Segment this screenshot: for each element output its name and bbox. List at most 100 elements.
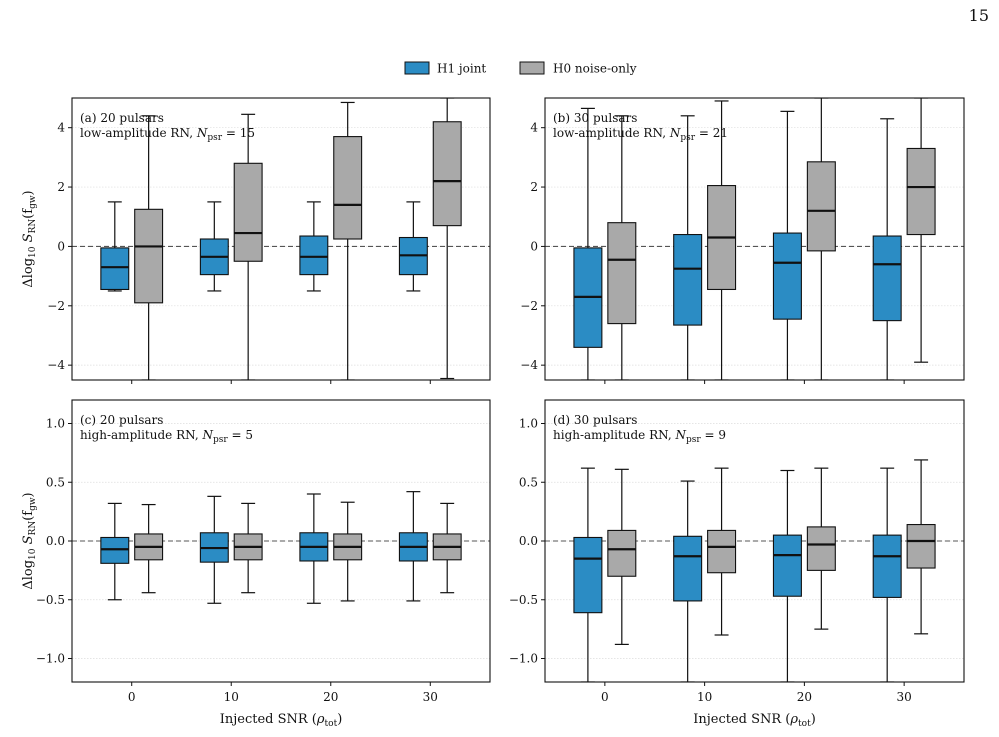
xlabel-rho: ρ bbox=[316, 712, 325, 727]
ylabel-S: S bbox=[21, 535, 36, 548]
box-iqr bbox=[906, 523, 936, 569]
y-tick-label: −2 bbox=[47, 299, 65, 313]
legend-label-h0: H0 noise-only bbox=[553, 62, 637, 76]
y-tick-label: −1.0 bbox=[509, 652, 538, 666]
boxes-group bbox=[573, 459, 936, 682]
x-tick-label: 20 bbox=[323, 690, 338, 704]
npsr-subscript: psr bbox=[680, 133, 695, 143]
panel-subtitle: low-amplitude RN, Npsr = 15 bbox=[80, 126, 255, 143]
box-iqr bbox=[100, 247, 130, 291]
npsr-symbol: N bbox=[674, 428, 686, 442]
y-tick-label: 0.5 bbox=[519, 475, 538, 489]
boxes-group bbox=[100, 491, 462, 604]
xlabel-close: ) bbox=[811, 712, 816, 727]
ylabel-delta-log: Δlog bbox=[21, 560, 36, 590]
panel-title: (b) 30 pulsars bbox=[553, 111, 637, 125]
xlabel-sub: tot bbox=[325, 719, 338, 729]
box-iqr bbox=[607, 222, 637, 325]
boxes-group bbox=[100, 98, 462, 380]
x-tick-label: 30 bbox=[897, 690, 912, 704]
xlabel-rho: ρ bbox=[789, 712, 798, 727]
y-tick-label: 0.0 bbox=[519, 534, 538, 548]
page-number: 15 bbox=[968, 6, 989, 25]
box-h1-0 bbox=[573, 107, 603, 380]
box-iqr bbox=[872, 534, 902, 598]
ylabel-f: (f bbox=[21, 208, 36, 219]
legend: H1 joint H0 noise-only bbox=[404, 61, 637, 76]
box-h1-20 bbox=[299, 493, 329, 604]
y-tick-label: −1.0 bbox=[36, 652, 65, 666]
box-iqr bbox=[134, 208, 164, 304]
box-h0-20 bbox=[333, 501, 363, 602]
xlabel-sub: tot bbox=[798, 719, 811, 729]
box-h1-10 bbox=[199, 201, 229, 292]
panel-d: −1.0 −0.5 0.0 0.5 1.0 0 10 20 30 (d) 30 pulsarshi… bbox=[509, 399, 965, 729]
y-tick-label: 2 bbox=[57, 180, 65, 194]
y-tick-label: 4 bbox=[530, 121, 538, 135]
box-iqr bbox=[772, 232, 802, 320]
box-h1-30 bbox=[872, 467, 902, 682]
box-h1-30 bbox=[398, 201, 428, 292]
box-iqr bbox=[906, 147, 936, 236]
box-h0-0 bbox=[134, 115, 164, 380]
y-tick-label: 2 bbox=[530, 180, 538, 194]
box-h0-10 bbox=[707, 100, 737, 380]
npsr-value: = 21 bbox=[695, 126, 728, 140]
ylabel-sub-10: 10 bbox=[28, 548, 38, 560]
panel-c: −1.0 −0.5 0.0 0.5 1.0 0 10 20 30 (c) 20 pulsarshi… bbox=[21, 399, 491, 729]
x-tick-label: 20 bbox=[797, 690, 812, 704]
npsr-subscript: psr bbox=[207, 133, 222, 143]
box-h1-20 bbox=[772, 110, 802, 380]
box-h1-0 bbox=[573, 467, 603, 682]
x-tick-label: 10 bbox=[224, 690, 239, 704]
panel-title: (d) 30 pulsars bbox=[553, 413, 637, 427]
y-tick-label: 0.5 bbox=[46, 475, 65, 489]
box-iqr bbox=[806, 161, 836, 252]
npsr-symbol: N bbox=[201, 428, 213, 442]
box-h1-30 bbox=[398, 491, 428, 602]
ylabel-close: ) bbox=[21, 190, 36, 195]
y-tick-label: −4 bbox=[47, 358, 65, 372]
y-tick-label: 0 bbox=[530, 239, 538, 253]
npsr-symbol: N bbox=[196, 126, 208, 140]
xlabel-text: Injected SNR ( bbox=[220, 712, 317, 727]
y-tick-label: 0 bbox=[57, 239, 65, 253]
y-tick-label: −0.5 bbox=[509, 593, 538, 607]
y-tick-label: −4 bbox=[520, 358, 538, 372]
box-h0-20 bbox=[806, 98, 836, 380]
box-h0-0 bbox=[607, 468, 637, 646]
box-iqr bbox=[772, 534, 802, 597]
y-tick-label: 0.0 bbox=[46, 534, 65, 548]
ylabel-sub-RN: RN bbox=[28, 219, 38, 234]
box-iqr bbox=[607, 529, 637, 577]
ylabel-sub-10: 10 bbox=[28, 246, 38, 258]
box-h1-10 bbox=[673, 480, 703, 682]
panel-title: (c) 20 pulsars bbox=[80, 413, 163, 427]
npsr-value: = 9 bbox=[701, 428, 726, 442]
box-iqr bbox=[806, 526, 836, 571]
boxes-group bbox=[573, 98, 936, 380]
box-h1-10 bbox=[673, 115, 703, 380]
box-h0-30 bbox=[906, 98, 936, 363]
box-h0-10 bbox=[233, 113, 263, 380]
subtitle-text: low-amplitude RN, bbox=[80, 126, 197, 140]
box-iqr bbox=[333, 136, 363, 240]
npsr-subscript: psr bbox=[213, 435, 228, 445]
box-h0-10 bbox=[707, 467, 737, 636]
box-iqr bbox=[432, 121, 462, 227]
ylabel-sub-gw: gw bbox=[28, 497, 38, 511]
axes-frame bbox=[544, 97, 965, 381]
box-h1-30 bbox=[872, 118, 902, 380]
box-iqr bbox=[707, 529, 737, 574]
box-h0-30 bbox=[432, 98, 462, 380]
ylabel-sub-RN: RN bbox=[28, 521, 38, 536]
box-iqr bbox=[233, 162, 263, 262]
legend-label-h1: H1 joint bbox=[437, 62, 486, 76]
box-h1-0 bbox=[100, 502, 130, 601]
x-axis-label: Injected SNR (ρtot) bbox=[693, 712, 816, 729]
box-h0-10 bbox=[233, 502, 263, 594]
box-h0-0 bbox=[607, 115, 637, 380]
box-h1-20 bbox=[299, 201, 329, 292]
